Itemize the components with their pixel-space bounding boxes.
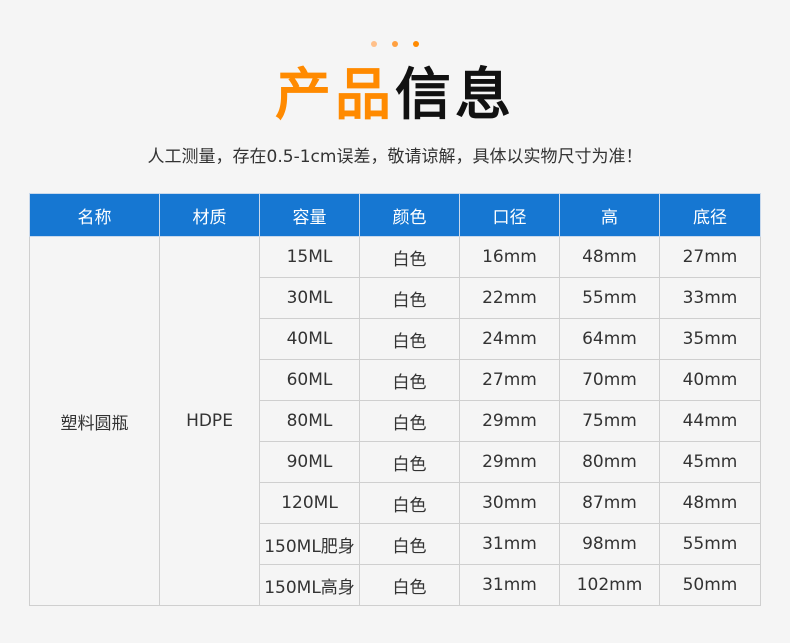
table-cell: 33mm — [659, 277, 761, 319]
table-cell: 150ML肥身 — [259, 523, 360, 565]
table-cell: 87mm — [559, 482, 660, 524]
table-cell: 98mm — [559, 523, 660, 565]
table-cell: 150ML高身 — [259, 564, 360, 606]
table-cell: 白色 — [359, 400, 460, 442]
table-row: 80ML 白色 29mm 75mm 44mm — [30, 400, 761, 442]
column-header: 高 — [559, 193, 660, 237]
table-cell: 22mm — [459, 277, 560, 319]
page-title: 产品信息 — [0, 58, 790, 134]
table-cell: 27mm — [659, 236, 761, 278]
product-material: HDPE — [159, 236, 260, 606]
table-cell: 31mm — [459, 523, 560, 565]
table-row: 30ML 白色 22mm 55mm 33mm — [30, 277, 761, 319]
table-row: 120ML 白色 30mm 87mm 48mm — [30, 482, 761, 524]
table-cell: 48mm — [659, 482, 761, 524]
subtitle: 人工测量，存在0.5-1cm误差，敬请谅解，具体以实物尺寸为准！ — [147, 147, 643, 167]
column-header: 颜色 — [359, 193, 460, 237]
table-cell: 24mm — [459, 318, 560, 360]
table-cell: 15ML — [259, 236, 360, 278]
dot — [392, 41, 398, 47]
column-header: 容量 — [259, 193, 360, 237]
table-cell: 48mm — [559, 236, 660, 278]
table-cell: 35mm — [659, 318, 761, 360]
table-cell: 55mm — [659, 523, 761, 565]
table-row: 40ML 白色 24mm 64mm 35mm — [30, 318, 761, 360]
table-cell: 白色 — [359, 523, 460, 565]
column-header: 材质 — [159, 193, 260, 237]
dot — [413, 41, 419, 47]
table-cell: 31mm — [459, 564, 560, 606]
title-rest: 信息 — [395, 63, 515, 128]
column-header: 底径 — [659, 193, 761, 237]
decorative-dots — [371, 41, 419, 47]
product-table: 名称 材质 容量 颜色 口径高底径 塑料圆瓶 HDPE 15ML 白色 16mm 48mm 27mm… — [29, 193, 761, 606]
table-cell: 40mm — [659, 359, 761, 401]
table-cell: 30mm — [459, 482, 560, 524]
table-cell: 120ML — [259, 482, 360, 524]
table-row: 90ML 白色 29mm 80mm 45mm — [30, 441, 761, 483]
dot — [371, 41, 377, 47]
table-cell: 29mm — [459, 400, 560, 442]
table-cell: 75mm — [559, 400, 660, 442]
table-cell: 白色 — [359, 318, 460, 360]
table-cell: 27mm — [459, 359, 560, 401]
table-cell: 白色 — [359, 277, 460, 319]
column-header: 口径 — [459, 193, 560, 237]
table-cell: 30ML — [259, 277, 360, 319]
column-header: 名称 — [29, 193, 160, 237]
table-cell: 40ML — [259, 318, 360, 360]
table-cell: 29mm — [459, 441, 560, 483]
table-cell: 80mm — [559, 441, 660, 483]
table-cell: 70mm — [559, 359, 660, 401]
table-cell: 白色 — [359, 482, 460, 524]
table-cell: 16mm — [459, 236, 560, 278]
table-row: 60ML 白色 27mm 70mm 40mm — [30, 359, 761, 401]
table-cell: 45mm — [659, 441, 761, 483]
table-cell: 60ML — [259, 359, 360, 401]
table-cell: 白色 — [359, 441, 460, 483]
table-cell: 64mm — [559, 318, 660, 360]
table-cell: 90ML — [259, 441, 360, 483]
table-cell: 44mm — [659, 400, 761, 442]
table-row: 150ML高身 白色 31mm 102mm 50mm — [30, 564, 761, 606]
table-cell: 白色 — [359, 564, 460, 606]
product-name: 塑料圆瓶 — [29, 236, 160, 606]
table-cell: 80ML — [259, 400, 360, 442]
table-cell: 50mm — [659, 564, 761, 606]
table-cell: 55mm — [559, 277, 660, 319]
table-cell: 102mm — [559, 564, 660, 606]
table-header: 名称 材质 容量 颜色 口径高底径 — [29, 193, 761, 237]
table-cell: 白色 — [359, 236, 460, 278]
table-row: 塑料圆瓶 HDPE 15ML 白色 16mm 48mm 27mm — [29, 236, 761, 606]
title-highlight: 产品 — [275, 63, 395, 128]
table-cell: 白色 — [359, 359, 460, 401]
